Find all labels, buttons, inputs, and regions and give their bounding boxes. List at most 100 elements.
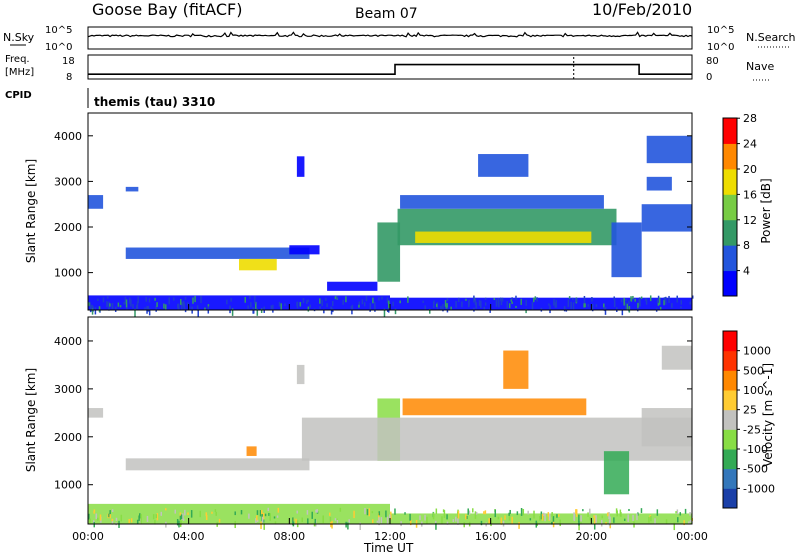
power-colorbar-segment bbox=[723, 168, 737, 195]
velocity-speckle-mark bbox=[307, 518, 309, 524]
power-speckle-mark bbox=[632, 295, 634, 300]
power-speckle-mark bbox=[351, 304, 354, 310]
power-speckle-mark bbox=[326, 303, 328, 308]
power-echo-region bbox=[289, 245, 320, 255]
velocity-speckle-mark bbox=[632, 514, 634, 522]
velocity-colorbar-tick-label: 100 bbox=[743, 384, 764, 397]
power-speckle-mark bbox=[645, 299, 648, 305]
power-speckle-mark bbox=[689, 301, 692, 305]
velocity-echo-region bbox=[603, 451, 630, 495]
power-echo-region bbox=[88, 195, 104, 209]
power-speckle-mark bbox=[108, 301, 110, 310]
power-speckle-mark bbox=[351, 307, 353, 315]
power-speckle-mark bbox=[603, 303, 605, 308]
velocity-speckle-mark bbox=[575, 509, 577, 514]
power-speckle-mark bbox=[147, 305, 149, 312]
power-colorbar-tick-label: 20 bbox=[743, 163, 757, 176]
power-speckle-mark bbox=[255, 301, 257, 309]
power-speckle-mark bbox=[570, 301, 572, 310]
velocity-speckle-mark bbox=[264, 513, 267, 517]
velocity-speckle-mark bbox=[520, 508, 523, 516]
velocity-speckle-mark bbox=[376, 520, 379, 523]
noise-series-line bbox=[87, 31, 693, 38]
velocity-speckle-mark bbox=[380, 517, 383, 524]
power-speckle-mark bbox=[204, 307, 206, 311]
velocity-speckle-mark bbox=[128, 518, 130, 524]
velocity-speckle-mark bbox=[378, 512, 380, 521]
power-speckle-mark bbox=[106, 296, 109, 299]
velocity-speckle-mark bbox=[587, 512, 589, 517]
velocity-speckle-mark bbox=[676, 509, 679, 515]
velocity-speckle-mark bbox=[620, 512, 622, 517]
velocity-speckle-mark bbox=[404, 512, 406, 515]
power-speckle-mark bbox=[446, 297, 449, 302]
power-speckle-mark bbox=[584, 303, 586, 308]
power-speckle-mark bbox=[511, 297, 513, 300]
power-speckle-mark bbox=[499, 297, 502, 302]
power-speckle-mark bbox=[603, 306, 606, 311]
velocity-speckle-mark bbox=[463, 522, 465, 528]
power-speckle-mark bbox=[680, 300, 683, 305]
power-echo-region bbox=[125, 247, 310, 259]
velocity-speckle-mark bbox=[315, 509, 317, 513]
power-echo-region bbox=[415, 231, 592, 243]
velocity-speckle-mark bbox=[675, 511, 677, 514]
cpid-label: CPID bbox=[5, 90, 32, 101]
power-speckle-mark bbox=[625, 302, 627, 310]
velocity-speckle-mark bbox=[628, 508, 630, 512]
power-speckle-mark bbox=[387, 306, 390, 313]
power-speckle-mark bbox=[309, 304, 311, 308]
velocity-speckle-mark bbox=[516, 511, 519, 516]
velocity-colorbar-tick-label: -500 bbox=[743, 463, 768, 476]
power-speckle-mark bbox=[636, 305, 639, 312]
velocity-speckle-mark bbox=[452, 519, 455, 523]
velocity-speckle-mark bbox=[494, 509, 497, 518]
power-ground-scatter-speckle bbox=[88, 295, 694, 317]
velocity-y-label: Slant Range [km] bbox=[24, 368, 38, 472]
velocity-colorbar-segment bbox=[723, 409, 737, 430]
velocity-speckle-mark bbox=[109, 514, 111, 519]
velocity-speckle-mark bbox=[616, 510, 618, 517]
power-speckle-mark bbox=[270, 305, 273, 310]
velocity-speckle-mark bbox=[389, 514, 391, 520]
power-speckle-mark bbox=[576, 297, 578, 303]
velocity-speckle-mark bbox=[93, 522, 96, 528]
velocity-speckle-mark bbox=[256, 515, 258, 521]
power-speckle-mark bbox=[97, 298, 99, 302]
velocity-speckle-mark bbox=[111, 518, 113, 522]
power-speckle-mark bbox=[125, 299, 128, 308]
power-speckle-mark bbox=[188, 306, 191, 310]
power-speckle-mark bbox=[649, 295, 652, 302]
velocity-speckle-mark bbox=[306, 510, 309, 515]
power-speckle-mark bbox=[361, 299, 364, 305]
velocity-speckle-mark bbox=[277, 507, 280, 513]
power-speckle-mark bbox=[630, 297, 633, 302]
power-speckle-mark bbox=[163, 303, 165, 309]
velocity-speckle-mark bbox=[140, 517, 142, 525]
power-speckle-mark bbox=[148, 308, 151, 316]
velocity-speckle-mark bbox=[594, 515, 597, 523]
power-speckle-mark bbox=[440, 305, 442, 311]
velocity-speckle-mark bbox=[311, 511, 313, 519]
velocity-speckle-mark bbox=[522, 508, 525, 516]
cpid-program-text: themis (tau) 3310 bbox=[94, 95, 215, 109]
freq-right-label: Nave bbox=[746, 60, 774, 73]
velocity-speckle-mark bbox=[441, 516, 443, 524]
power-echo-region bbox=[400, 195, 604, 209]
power-speckle-mark bbox=[307, 306, 310, 312]
power-speckle-mark bbox=[176, 303, 179, 309]
velocity-speckle-mark bbox=[548, 513, 551, 521]
power-speckle-mark bbox=[172, 297, 175, 301]
velocity-speckle-mark bbox=[446, 514, 448, 520]
power-speckle-mark bbox=[374, 305, 376, 312]
velocity-speckle-mark bbox=[260, 509, 263, 516]
freq-left-tick-top: 18 bbox=[62, 56, 75, 67]
velocity-speckle-mark bbox=[256, 519, 259, 522]
velocity-speckle-mark bbox=[155, 514, 158, 519]
velocity-speckle-mark bbox=[88, 513, 90, 520]
power-speckle-mark bbox=[475, 302, 477, 309]
power-speckle-mark bbox=[192, 297, 194, 304]
velocity-speckle-mark bbox=[508, 513, 511, 521]
velocity-speckle-mark bbox=[511, 516, 513, 524]
velocity-colorbar-segment bbox=[723, 350, 737, 371]
